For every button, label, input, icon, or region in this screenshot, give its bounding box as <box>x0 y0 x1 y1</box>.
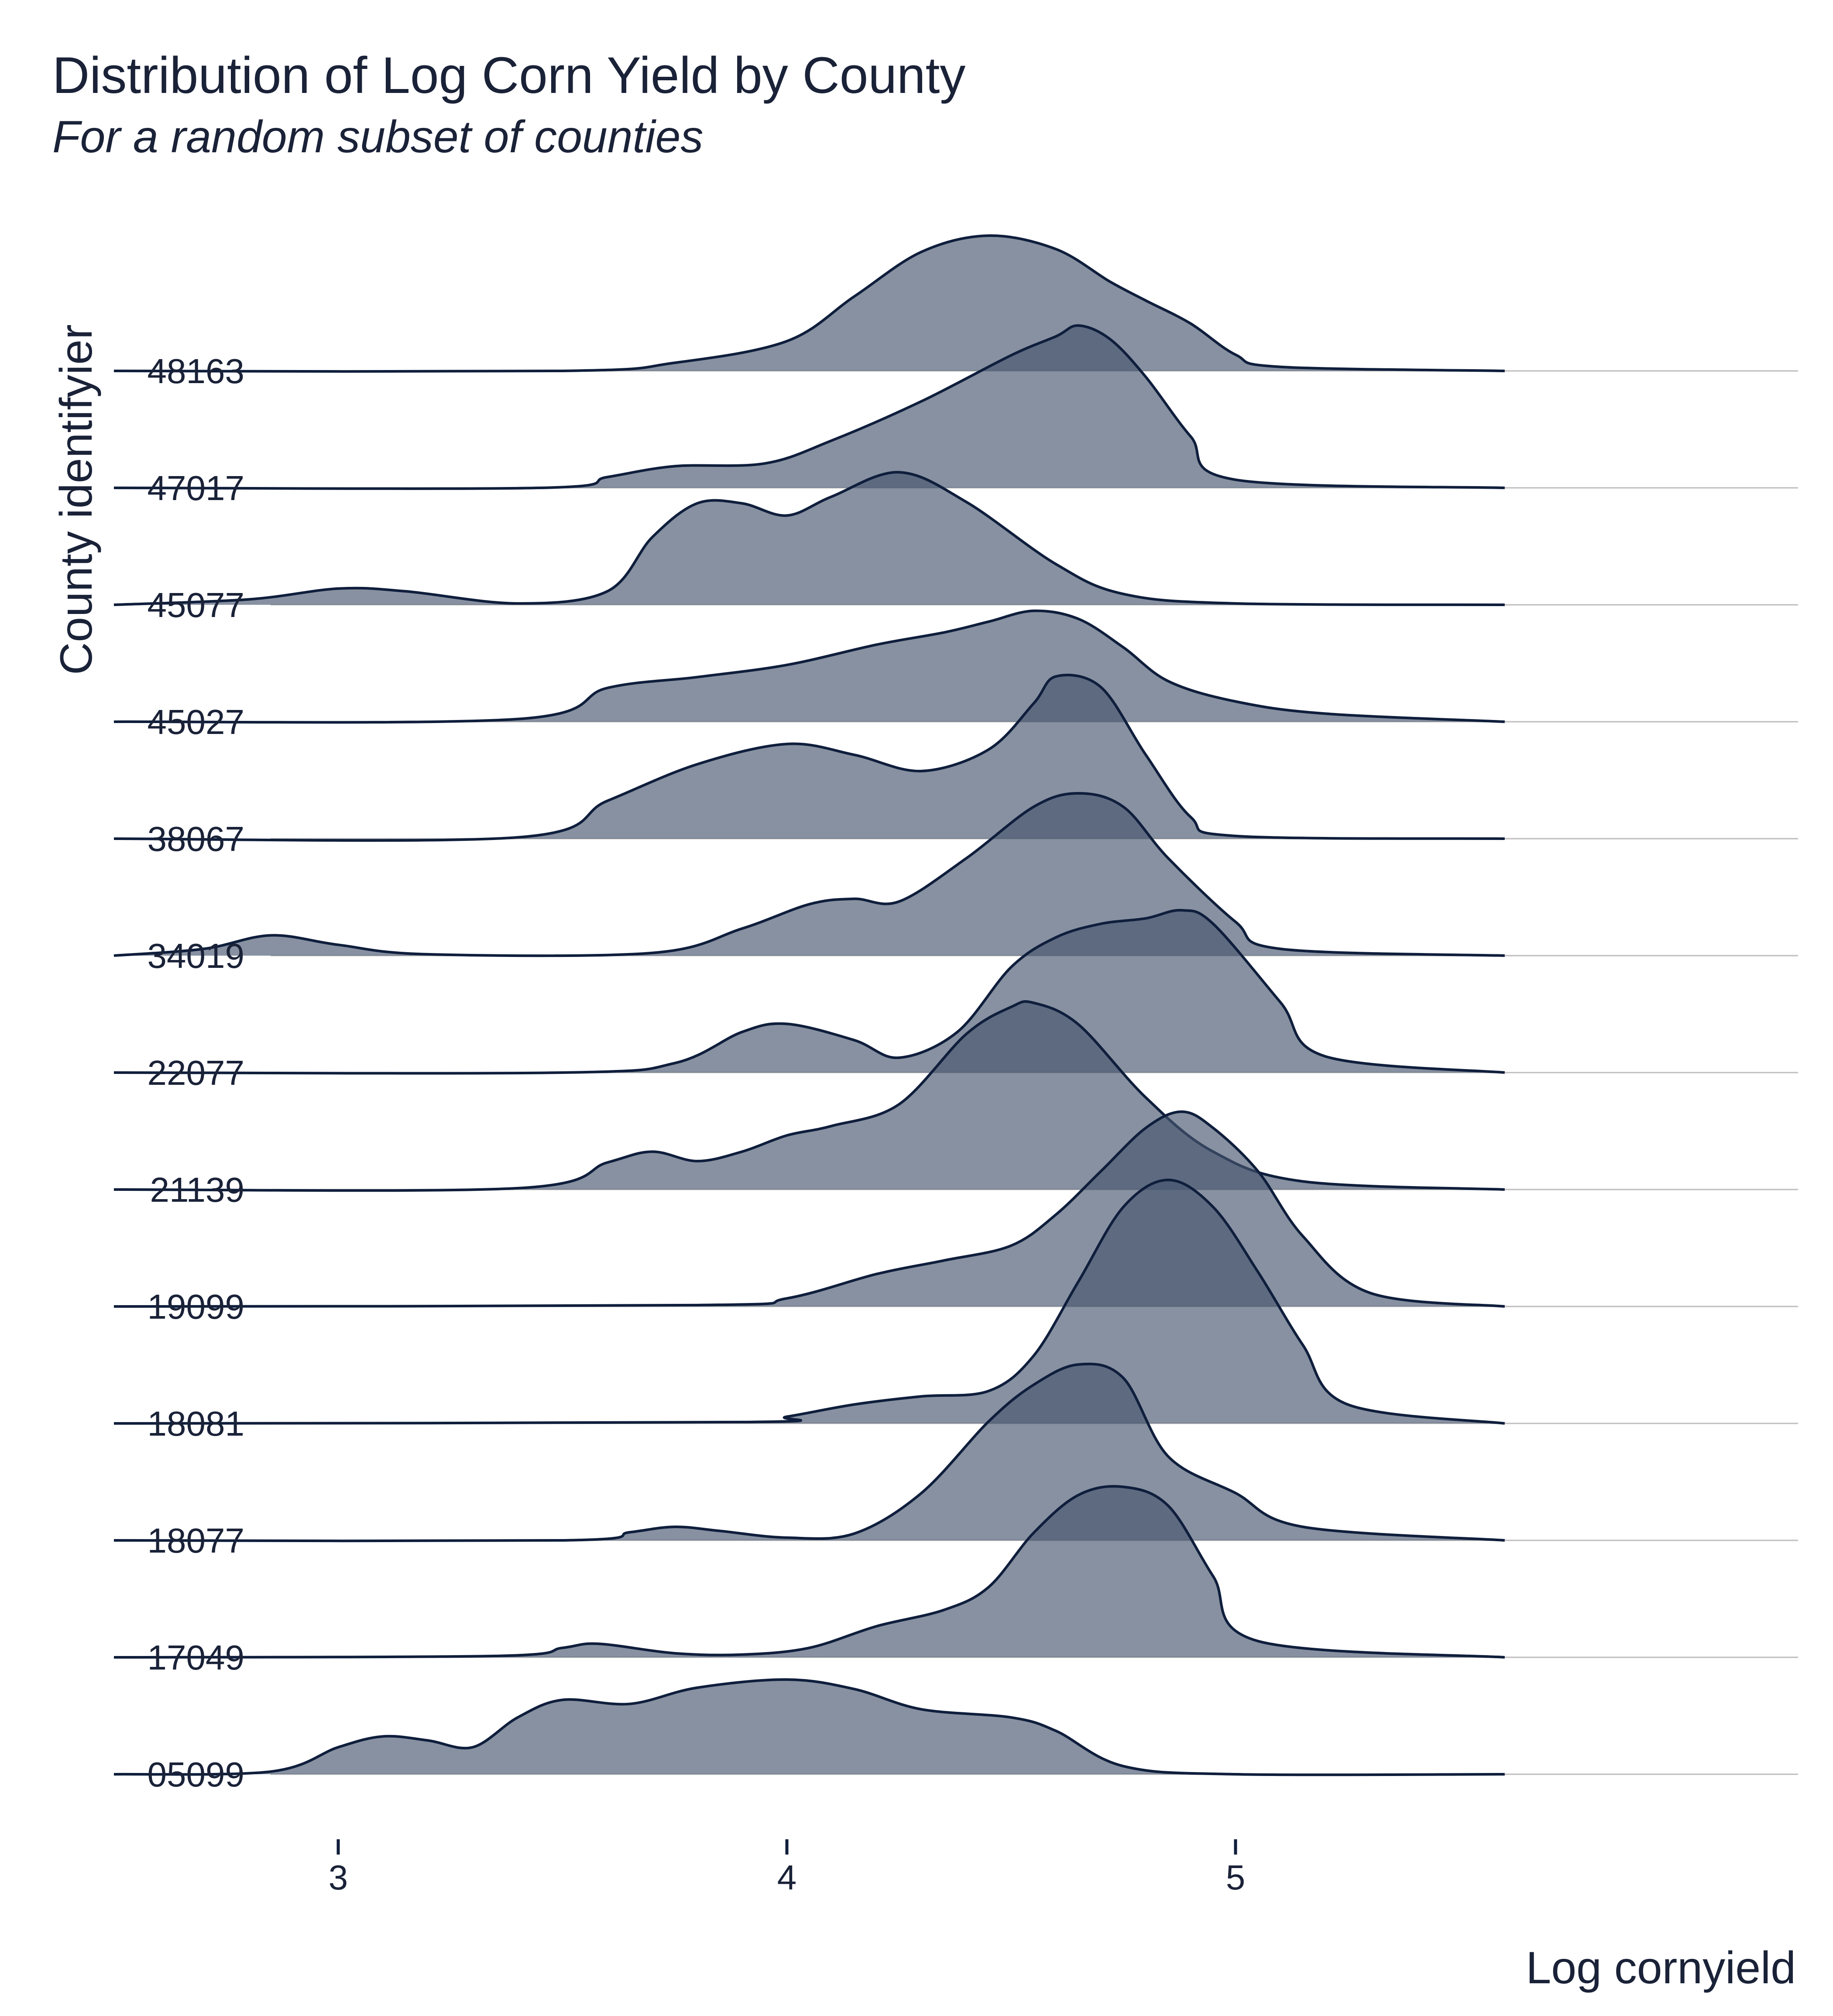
ridge-series <box>113 234 1505 1776</box>
y-tick-label: 45027 <box>148 703 244 741</box>
ridge-line-19099 <box>113 1110 1505 1308</box>
x-tick-label: 5 <box>1226 1858 1246 1897</box>
y-tick-label: 19099 <box>148 1287 244 1326</box>
x-tick-label: 3 <box>329 1858 348 1897</box>
x-axis-ticks: 3 4 5 <box>329 1839 1246 1897</box>
ridge-fill-05099 <box>114 1679 1505 1775</box>
y-axis-title: County identifyier <box>51 324 102 675</box>
chart-title: Distribution of Log Corn Yield by County <box>52 47 966 104</box>
ridge-fill-38067 <box>114 675 1505 841</box>
y-tick-label: 22077 <box>148 1053 244 1092</box>
ridge-line-22077 <box>113 909 1505 1075</box>
ridge-fill-45027 <box>114 610 1505 723</box>
ridge-line-18077 <box>113 1362 1505 1543</box>
ridge-47017 <box>113 324 1505 490</box>
y-tick-label: 17049 <box>148 1638 244 1677</box>
ridge-38067 <box>113 673 1505 842</box>
ridge-17049 <box>113 1485 1505 1659</box>
ridge-line-48163 <box>113 234 1505 373</box>
ridge-22077 <box>113 909 1505 1075</box>
ridge-line-38067 <box>113 673 1505 842</box>
ridge-fill-48163 <box>114 235 1505 372</box>
ridge-fill-17049 <box>114 1486 1505 1657</box>
y-tick-label: 45077 <box>148 586 244 624</box>
ridge-line-18081 <box>113 1179 1505 1425</box>
ridge-fill-47017 <box>114 325 1505 489</box>
ridge-line-45077 <box>113 471 1505 606</box>
y-axis-ticks: 48163 47017 45077 45027 38067 34019 22077 21139… <box>148 352 244 1794</box>
ridge-45077 <box>113 471 1505 606</box>
ridge-fill-18081 <box>114 1180 1505 1423</box>
y-tick-label: 18077 <box>148 1521 244 1560</box>
chart-subtitle: For a random subset of counties <box>52 112 704 162</box>
x-tick-label: 4 <box>777 1858 797 1897</box>
y-tick-label: 47017 <box>148 469 244 507</box>
y-tick-label: 34019 <box>148 936 244 975</box>
x-axis-title: Log cornyield <box>1526 1943 1796 1993</box>
y-tick-label: 18081 <box>148 1404 244 1443</box>
ridge-line-34019 <box>113 792 1505 957</box>
ridge-48163 <box>113 234 1505 373</box>
ridge-18081 <box>113 1179 1505 1425</box>
y-tick-label: 05099 <box>148 1755 244 1794</box>
ridge-45027 <box>113 609 1505 724</box>
ridge-05099 <box>113 1678 1505 1776</box>
y-tick-label: 21139 <box>150 1170 244 1209</box>
ridge-fill-45077 <box>114 472 1505 605</box>
ridge-line-05099 <box>113 1678 1505 1776</box>
y-tick-label: 38067 <box>148 819 244 858</box>
ridge-line-47017 <box>113 324 1505 490</box>
ridge-line-45027 <box>113 609 1505 724</box>
ridge-fill-22077 <box>114 910 1505 1073</box>
y-tick-label: 48163 <box>148 352 244 391</box>
ridge-line-17049 <box>113 1485 1505 1659</box>
